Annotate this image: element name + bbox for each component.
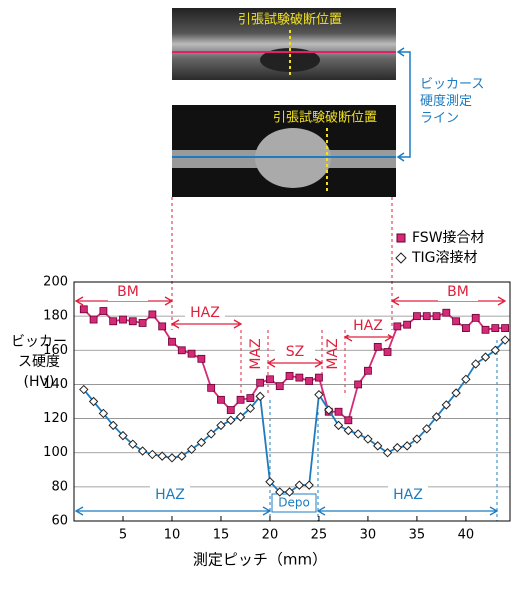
annotation: BM [447, 284, 469, 300]
marker [286, 372, 293, 379]
annotation-arrow [318, 507, 497, 515]
marker [119, 316, 126, 323]
annotation-arrow [76, 507, 270, 515]
series-line [84, 309, 505, 420]
annotation: Depo [278, 496, 310, 510]
marker [178, 347, 185, 354]
marker [208, 384, 215, 391]
annotation: HAZ [190, 305, 220, 321]
marker [159, 323, 166, 330]
legend-marker [397, 234, 405, 242]
marker [168, 454, 176, 462]
marker [393, 444, 401, 452]
annotation: MAZ [325, 338, 341, 369]
marker [149, 311, 156, 318]
marker [374, 343, 381, 350]
marker [237, 396, 244, 403]
annotation: BM [117, 284, 139, 300]
x-tick-label: 15 [213, 528, 230, 543]
y-tick-label: 180 [43, 309, 68, 324]
marker [296, 374, 303, 381]
marker [453, 318, 460, 325]
marker [413, 313, 420, 320]
marker [404, 321, 411, 328]
marker [354, 430, 362, 438]
marker [276, 383, 283, 390]
x-tick-label: 25 [311, 528, 328, 543]
plot-frame [74, 282, 510, 521]
y-axis-label: ビッカース硬度(HV) [6, 332, 72, 392]
marker [110, 318, 117, 325]
marker [355, 381, 362, 388]
marker [502, 325, 509, 332]
x-axis-label: 測定ピッチ（mm） [193, 551, 327, 569]
marker [345, 417, 352, 424]
marker [364, 367, 371, 374]
marker [335, 408, 342, 415]
legend-label: TIG溶接材 [411, 250, 478, 266]
marker [433, 313, 440, 320]
marker [257, 379, 264, 386]
marker [129, 318, 136, 325]
marker [227, 407, 234, 414]
y-tick-label: 60 [51, 514, 68, 529]
marker [247, 395, 254, 402]
marker [423, 313, 430, 320]
image-label: 引張試験破断位置 [238, 13, 342, 28]
y-tick-label: 120 [43, 411, 68, 426]
legend-label: FSW接合材 [412, 230, 485, 246]
marker [90, 316, 97, 323]
x-tick-label: 5 [119, 528, 127, 543]
x-tick-label: 10 [164, 528, 181, 543]
annotation: HAZ [393, 487, 423, 503]
x-tick-label: 30 [360, 528, 377, 543]
marker [168, 338, 175, 345]
x-tick-label: 20 [262, 528, 279, 543]
marker [394, 323, 401, 330]
annotation: HAZ [353, 318, 383, 334]
line-note: ビッカース 硬度測定 ライン [420, 76, 484, 127]
marker [472, 314, 479, 321]
annotation: HAZ [155, 487, 185, 503]
marker [306, 378, 313, 385]
marker [100, 308, 107, 315]
page: 引張試験破断位置 引張試験破断位置 測定ピッチ（mm） 608010012014… [0, 0, 520, 604]
marker [188, 350, 195, 357]
bracket [398, 48, 410, 161]
marker [482, 326, 489, 333]
guides [172, 197, 392, 395]
x-tick-label: 35 [409, 528, 426, 543]
marker [158, 452, 166, 460]
marker [492, 325, 499, 332]
marker [139, 319, 146, 326]
marker [198, 355, 205, 362]
marker [148, 450, 156, 458]
marker [80, 306, 87, 313]
marker [217, 396, 224, 403]
image-label: 引張試験破断位置 [273, 111, 377, 126]
annotation: SZ [286, 344, 304, 360]
y-tick-label: 100 [43, 445, 68, 460]
x-tick-label: 40 [458, 528, 475, 543]
marker [384, 348, 391, 355]
marker [315, 374, 322, 381]
y-tick-label: 80 [51, 479, 68, 494]
annotation: MAZ [248, 338, 264, 369]
marker [344, 427, 352, 435]
marker [227, 416, 235, 424]
marker [443, 309, 450, 316]
legend-marker [396, 253, 406, 263]
marker [305, 481, 313, 489]
marker [266, 376, 273, 383]
y-tick-label: 200 [43, 275, 68, 290]
marker [462, 325, 469, 332]
